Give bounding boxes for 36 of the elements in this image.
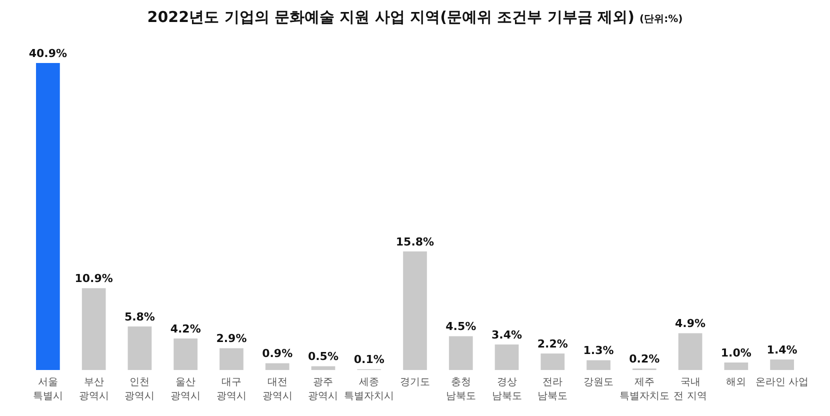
x-tick-label: 대구 광역시 [216,377,246,402]
data-label: 0.1% [354,353,384,366]
x-tick-label: 강원도 [584,377,614,388]
x-tick-label: 인천 광역시 [124,377,155,402]
data-label: 1.3% [583,344,614,358]
x-tick-label: 전라 남북도 [538,377,568,402]
x-tick-label: 충청 남북도 [446,377,476,402]
data-label: 0.9% [262,347,293,360]
data-label: 1.0% [720,346,752,360]
x-tick-label: 부산 광역시 [78,377,109,402]
data-label: 5.8% [124,310,155,324]
chart-title: 2022년도 기업의 문화예술 지원 사업 지역(문예위 조건부 기부금 제외) [147,8,635,26]
x-tick-label: 광주 광역시 [308,377,338,402]
data-label: 4.2% [170,322,201,336]
data-label: 0.2% [629,352,660,366]
data-label: 0.5% [308,350,338,364]
x-tick-label: 대전 광역시 [262,377,292,402]
data-label: 10.9% [74,272,113,286]
data-label: 3.4% [492,328,522,342]
chart-subtitle: (단위:%) [640,14,683,25]
data-label: 4.9% [675,317,706,330]
x-tick-label: 세종 특별자치시 [344,377,394,402]
x-tick-label: 경기도 [400,377,430,388]
x-tick-label: 울산 광역시 [170,377,201,402]
x-tick-label: 해외 [726,377,746,388]
data-label: 4.5% [446,320,476,334]
data-label: 1.4% [766,343,798,356]
x-tick-label: 경상 남북도 [492,377,522,402]
data-label: 2.9% [216,332,247,346]
data-label: 2.2% [537,337,568,350]
data-label: 40.9% [28,47,68,60]
x-tick-label: 제주 특별자치도 [619,377,670,402]
x-tick-label: 국내 전 지역 [674,377,707,402]
x-tick-label: 서울 특별시 [32,377,63,402]
x-tick-label: 온라인 사업 [755,377,809,388]
data-label: 15.8% [396,235,434,248]
